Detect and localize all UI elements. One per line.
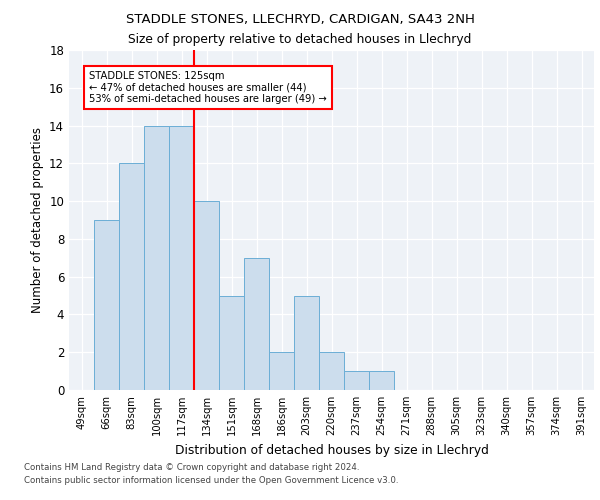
- Text: Contains HM Land Registry data © Crown copyright and database right 2024.: Contains HM Land Registry data © Crown c…: [24, 462, 359, 471]
- Text: Size of property relative to detached houses in Llechryd: Size of property relative to detached ho…: [128, 32, 472, 46]
- Bar: [244, 258, 269, 390]
- Text: STADDLE STONES: 125sqm
← 47% of detached houses are smaller (44)
53% of semi-det: STADDLE STONES: 125sqm ← 47% of detached…: [89, 71, 327, 104]
- Bar: [144, 126, 169, 390]
- Bar: [219, 296, 244, 390]
- Bar: [344, 371, 369, 390]
- Bar: [269, 352, 294, 390]
- Bar: [369, 371, 394, 390]
- Bar: [294, 296, 319, 390]
- Text: STADDLE STONES, LLECHRYD, CARDIGAN, SA43 2NH: STADDLE STONES, LLECHRYD, CARDIGAN, SA43…: [125, 12, 475, 26]
- Bar: [319, 352, 344, 390]
- Y-axis label: Number of detached properties: Number of detached properties: [31, 127, 44, 313]
- Bar: [94, 220, 119, 390]
- Bar: [194, 201, 219, 390]
- Text: Contains public sector information licensed under the Open Government Licence v3: Contains public sector information licen…: [24, 476, 398, 485]
- Bar: [169, 126, 194, 390]
- Bar: [119, 164, 144, 390]
- X-axis label: Distribution of detached houses by size in Llechryd: Distribution of detached houses by size …: [175, 444, 488, 456]
